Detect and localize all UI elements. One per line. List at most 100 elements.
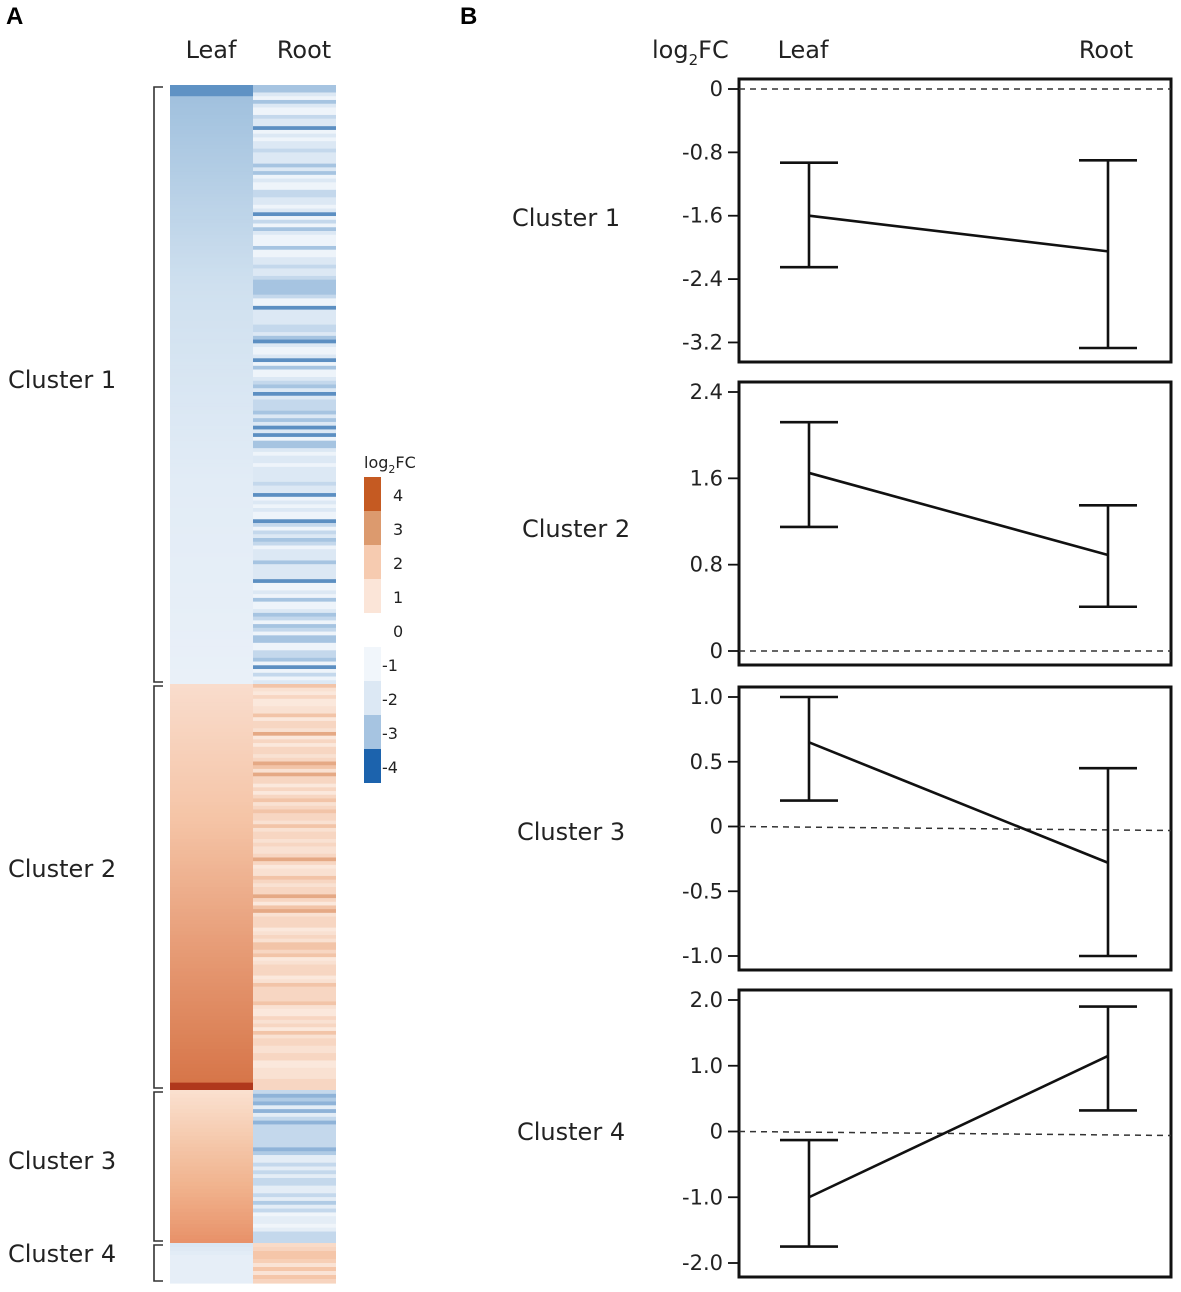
- heatmap-cell-root: [253, 1193, 336, 1198]
- heatmap-cell-root: [253, 1049, 336, 1054]
- heatmap-cell-leaf: [170, 433, 253, 438]
- heatmap-cell-root: [253, 410, 336, 416]
- cluster-brackets: Cluster 1 Cluster 2 Cluster 3 Cluster 4: [8, 86, 163, 1282]
- heatmap-cell-root: [253, 245, 336, 251]
- heatmap-cell-root: [253, 324, 336, 329]
- heatmap-cell-root: [253, 731, 336, 737]
- heatmap-cell-leaf: [170, 820, 253, 825]
- heatmap-cell-leaf: [170, 242, 253, 247]
- heatmap-cell-leaf: [170, 436, 253, 442]
- heatmap-cell-root: [253, 1042, 336, 1047]
- heatmap-cell-leaf: [170, 508, 253, 513]
- heatmap-cell-leaf: [170, 534, 253, 539]
- heatmap-cell-leaf: [170, 414, 253, 419]
- heatmap-cell-root: [253, 373, 336, 378]
- heatmap-cell-leaf: [170, 245, 253, 251]
- heatmap-cell-leaf: [170, 934, 253, 940]
- heatmap-cell-leaf: [170, 1128, 253, 1133]
- heatmap-cell-leaf: [170, 1227, 253, 1233]
- heatmap-cell-root: [253, 934, 336, 940]
- heatmap-cell-root: [253, 287, 336, 292]
- heatmap-cell-leaf: [170, 586, 253, 591]
- heatmap-cell-leaf: [170, 1049, 253, 1054]
- heatmap-cell-root: [253, 1116, 336, 1122]
- heatmap-cell-leaf: [170, 156, 253, 161]
- heatmap-cell-root: [253, 114, 336, 120]
- heatmap-cell-root: [253, 1204, 336, 1210]
- heatmap-cell-leaf: [170, 1056, 253, 1062]
- heatmap-cell-leaf: [170, 463, 253, 468]
- heatmap-cell-root: [253, 1016, 336, 1021]
- heatmap-cell-root: [253, 850, 336, 855]
- cluster-plot: 1.0 0.5 0 -0.5 -1.0 Cluster 3: [517, 685, 1173, 972]
- heatmap-cell-leaf: [170, 1064, 253, 1069]
- heatmap-cell-root: [253, 635, 336, 640]
- heatmap-cell-leaf: [170, 831, 253, 836]
- heatmap-cell-leaf: [170, 571, 253, 577]
- heatmap-cell-root: [253, 1220, 336, 1225]
- y-tick-label: 0: [710, 639, 723, 663]
- heatmap-cell-root: [253, 1155, 336, 1160]
- heatmap-cell-leaf: [170, 791, 253, 796]
- heatmap-cell-leaf: [170, 875, 253, 881]
- mean-line: [808, 471, 1109, 557]
- heatmap-cell-leaf: [170, 268, 253, 273]
- heatmap-cell-leaf: [170, 853, 253, 859]
- heatmap-cell-root: [253, 541, 336, 547]
- heatmap-cell-leaf: [170, 805, 253, 811]
- heatmap-cell-root: [253, 88, 336, 94]
- heatmap-cell-root: [253, 1251, 336, 1256]
- heatmap-cell-leaf: [170, 923, 253, 929]
- heatmap-cell-root: [253, 455, 336, 460]
- legend-swatch: [364, 477, 381, 511]
- heatmap-cell-root: [253, 1112, 336, 1118]
- heatmap-cell-leaf: [170, 827, 253, 833]
- heatmap-cell-leaf: [170, 1053, 253, 1058]
- heatmap-cell-leaf: [170, 335, 253, 341]
- heatmap-cell-root: [253, 414, 336, 419]
- heatmap-cell-root: [253, 362, 336, 367]
- heatmap-cell-leaf: [170, 129, 253, 135]
- heatmap-cell-root: [253, 1135, 336, 1141]
- heatmap-cell-leaf: [170, 779, 253, 785]
- heatmap-cell-leaf: [170, 635, 253, 640]
- heatmap-cell-root: [253, 743, 336, 748]
- heatmap-cell-leaf: [170, 133, 253, 139]
- heatmap-cell-leaf: [170, 238, 253, 243]
- color-legend: log2FC 4 3 2 1 0 -1 -2 -3 -4: [364, 453, 416, 783]
- heatmap-cell-root: [253, 534, 336, 539]
- heatmap-cell-root: [253, 156, 336, 161]
- heatmap-cell-leaf: [170, 193, 253, 198]
- heatmap-cell-leaf: [170, 1034, 253, 1039]
- heatmap-cell-root: [253, 111, 336, 116]
- heatmap-cell-leaf: [170, 275, 253, 281]
- heatmap-cell-leaf: [170, 114, 253, 120]
- heatmap-cell-root: [253, 1139, 336, 1145]
- heatmap-cell-root: [253, 1267, 336, 1272]
- heatmap-cell-root: [253, 676, 336, 681]
- heatmap-cell-root: [253, 720, 336, 726]
- heatmap-cell-leaf: [170, 272, 253, 277]
- heatmap-cell-leaf: [170, 680, 253, 685]
- y-tick-label: 0: [710, 77, 723, 101]
- heatmap-cell-leaf: [170, 1120, 253, 1126]
- heatmap-cell-root: [253, 216, 336, 221]
- heatmap-cell-leaf: [170, 728, 253, 733]
- heatmap-cell-leaf: [170, 85, 253, 90]
- heatmap-cell-root: [253, 642, 336, 648]
- y-tick-label: 1.0: [690, 1054, 723, 1078]
- heatmap-cell-root: [253, 444, 336, 449]
- heatmap-cell-root: [253, 545, 336, 550]
- heatmap-cell-root: [253, 864, 336, 870]
- heatmap-cell-leaf: [170, 809, 253, 814]
- heatmap-cell-leaf: [170, 872, 253, 877]
- heatmap-cell-leaf: [170, 515, 253, 520]
- heatmap-cell-root: [253, 148, 336, 153]
- heatmap-cell-leaf: [170, 960, 253, 966]
- heatmap-cell-root: [253, 560, 336, 565]
- plot-frame: [737, 988, 1173, 1279]
- heatmap-cell-root: [253, 1101, 336, 1106]
- heatmap-cell-root: [253, 201, 336, 206]
- heatmap-cell-leaf: [170, 159, 253, 165]
